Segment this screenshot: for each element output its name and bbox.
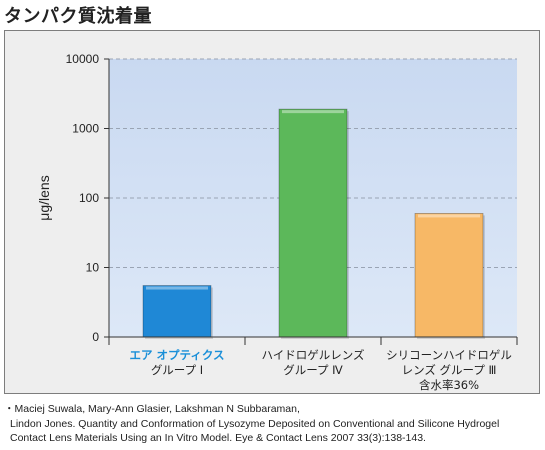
bar-highlight bbox=[418, 214, 480, 218]
x-category-label: シリコーンハイドロゲル bbox=[386, 348, 512, 362]
reference-line-3: Contact Lens Materials Using an In Vitro… bbox=[10, 432, 426, 444]
y-tick-label: 10000 bbox=[66, 52, 100, 66]
y-tick-label: 0 bbox=[92, 330, 99, 344]
y-tick-label: 1000 bbox=[72, 122, 99, 136]
y-tick-label: 100 bbox=[79, 191, 99, 205]
x-category-label: エア オプティクス bbox=[130, 348, 225, 362]
x-category-label: 含水率36% bbox=[419, 378, 479, 392]
x-category-label: グループ Ⅳ bbox=[283, 363, 343, 377]
bar-highlight bbox=[146, 286, 208, 290]
bar bbox=[278, 108, 348, 338]
y-axis-label: μg/lens bbox=[36, 175, 52, 220]
bar bbox=[414, 213, 484, 338]
x-category-label: レンズ グループ Ⅲ bbox=[402, 363, 497, 377]
page-title: タンパク質沈着量 bbox=[4, 6, 152, 27]
reference-line-2: Lindon Jones. Quantity and Conformation … bbox=[10, 417, 500, 430]
bar bbox=[142, 285, 212, 338]
reference-text: ・Maciej Suwala, Mary-Ann Glasier, Lakshm… bbox=[4, 402, 544, 446]
x-category-label: グループ Ⅰ bbox=[151, 363, 203, 377]
y-tick-label: 10 bbox=[86, 261, 100, 275]
bar-highlight bbox=[282, 110, 344, 114]
x-category-label: ハイドロゲルレンズ bbox=[261, 348, 364, 362]
reference-line-1: ・Maciej Suwala, Mary-Ann Glasier, Lakshm… bbox=[4, 403, 300, 415]
reference-bullet: ・ bbox=[4, 403, 15, 415]
chart-panel: 0 10 100 1000 10000 μg/lens エア オプティクス グループ Ⅰ ハイド… bbox=[4, 30, 540, 394]
